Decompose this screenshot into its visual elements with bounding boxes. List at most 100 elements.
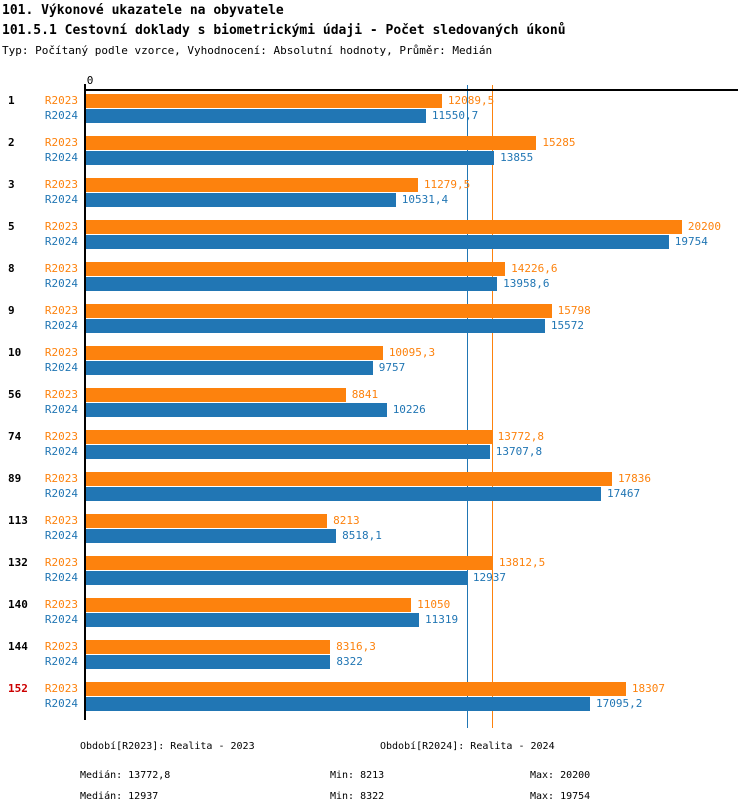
series-label-r2024: R2024 [44, 403, 78, 416]
indicator-meta: Typ: Počítaný podle vzorce, Vyhodnocení:… [2, 44, 493, 57]
series-label-r2024: R2024 [44, 109, 78, 122]
bar-r2024 [84, 403, 387, 417]
series-label-r2023: R2023 [44, 94, 78, 107]
indicator-title: 101.5.1 Cestovní doklady s biometrickými… [2, 23, 566, 38]
bar-r2023 [84, 682, 626, 696]
series-label-r2023: R2023 [44, 514, 78, 527]
value-label-r2023: 10095,3 [388, 346, 436, 359]
value-label-r2023: 11050 [417, 598, 451, 611]
bar-r2023 [84, 598, 412, 612]
category-label: 56 [8, 388, 22, 401]
value-label-r2024: 17095,2 [596, 697, 643, 710]
bar-r2024 [84, 697, 591, 711]
category-label: 152 [8, 682, 28, 695]
series-label-r2024: R2024 [44, 445, 78, 458]
series-label-r2024: R2024 [44, 361, 78, 374]
series-label-r2024: R2024 [44, 151, 78, 164]
y-axis-spine [84, 89, 86, 720]
bar-r2023 [84, 220, 682, 234]
bar-r2024 [84, 151, 495, 165]
series-label-r2023: R2023 [44, 472, 78, 485]
category-label: 10 [8, 346, 22, 359]
stat-median-r2024: Medián: 12937 [80, 791, 159, 802]
category-label: 140 [8, 598, 28, 611]
series-label-r2024: R2024 [44, 277, 78, 290]
bar-r2024 [84, 655, 331, 669]
category-label: 144 [8, 640, 28, 653]
median-line-r2023 [491, 85, 493, 728]
stat-min-r2023: Min: 8213 [330, 770, 385, 781]
value-label-r2024: 11550,7 [431, 109, 479, 122]
bar-r2023 [84, 178, 418, 192]
bar-r2024 [84, 235, 669, 249]
series-label-r2023: R2023 [44, 178, 78, 191]
stat-min-r2024: Min: 8322 [330, 791, 385, 802]
bar-r2023 [84, 472, 612, 486]
value-label-r2024: 15572 [550, 319, 585, 332]
series-label-r2023: R2023 [44, 682, 78, 695]
bar-r2023 [84, 514, 328, 528]
value-label-r2023: 8213 [333, 514, 360, 527]
series-label-r2023: R2023 [44, 262, 78, 275]
category-label: 132 [8, 556, 28, 569]
bar-r2023 [84, 94, 442, 108]
bar-r2023 [84, 136, 537, 150]
value-label-r2023: 12089,5 [447, 94, 495, 107]
value-label-r2024: 17467 [607, 487, 641, 500]
legend-r2024: Období[R2024]: Realita - 2024 [380, 741, 555, 752]
stat-max-r2023: Max: 20200 [530, 770, 591, 781]
series-label-r2024: R2024 [44, 697, 78, 710]
series-label-r2023: R2023 [44, 304, 78, 317]
series-label-r2023: R2023 [44, 598, 78, 611]
value-label-r2024: 19754 [674, 235, 708, 248]
bar-r2024 [84, 193, 396, 207]
bar-r2023 [84, 262, 506, 276]
series-label-r2024: R2024 [44, 487, 78, 500]
series-label-r2023: R2023 [44, 556, 78, 569]
value-label-r2023: 20200 [687, 220, 722, 233]
series-label-r2024: R2024 [44, 319, 78, 332]
bar-r2024 [84, 487, 602, 501]
category-label: 8 [8, 262, 15, 275]
value-label-r2024: 8322 [336, 655, 363, 668]
series-label-r2023: R2023 [44, 640, 78, 653]
series-label-r2024: R2024 [44, 571, 78, 584]
category-label: 113 [8, 514, 28, 527]
value-label-r2023: 13812,5 [498, 556, 546, 569]
bar-r2023 [84, 304, 552, 318]
value-label-r2024: 10226 [392, 403, 426, 416]
stat-median-r2023: Medián: 13772,8 [80, 770, 171, 781]
x-axis-line [84, 89, 738, 91]
category-label: 3 [8, 178, 15, 191]
median-line-r2024 [466, 85, 468, 728]
bar-r2024 [84, 109, 426, 123]
bar-r2023 [84, 388, 346, 402]
value-label-r2024: 10531,4 [401, 193, 449, 206]
page-title: 101. Výkonové ukazatele na obyvatele [2, 3, 284, 18]
series-label-r2023: R2023 [44, 220, 78, 233]
category-label: 89 [8, 472, 22, 485]
value-label-r2024: 13855 [500, 151, 534, 164]
bar-r2023 [84, 430, 492, 444]
axis-zero-label: 0 [86, 74, 94, 87]
value-label-r2024: 9757 [378, 361, 406, 374]
value-label-r2023: 17836 [617, 472, 652, 485]
series-label-r2024: R2024 [44, 529, 78, 542]
value-label-r2023: 18307 [631, 682, 665, 695]
series-label-r2023: R2023 [44, 346, 78, 359]
category-label: 74 [8, 430, 22, 443]
bar-r2024 [84, 361, 373, 375]
value-label-r2023: 14226,6 [511, 262, 558, 275]
bar-r2023 [84, 346, 383, 360]
value-label-r2023: 8316,3 [336, 640, 376, 653]
bar-r2024 [84, 319, 545, 333]
category-label: 2 [8, 136, 15, 149]
value-label-r2024: 12937 [472, 571, 507, 584]
series-label-r2023: R2023 [44, 430, 78, 443]
value-label-r2024: 11319 [425, 613, 459, 626]
category-label: 5 [8, 220, 15, 233]
series-label-r2024: R2024 [44, 193, 78, 206]
value-label-r2024: 13707,8 [495, 445, 543, 458]
value-label-r2024: 8518,1 [342, 529, 382, 542]
